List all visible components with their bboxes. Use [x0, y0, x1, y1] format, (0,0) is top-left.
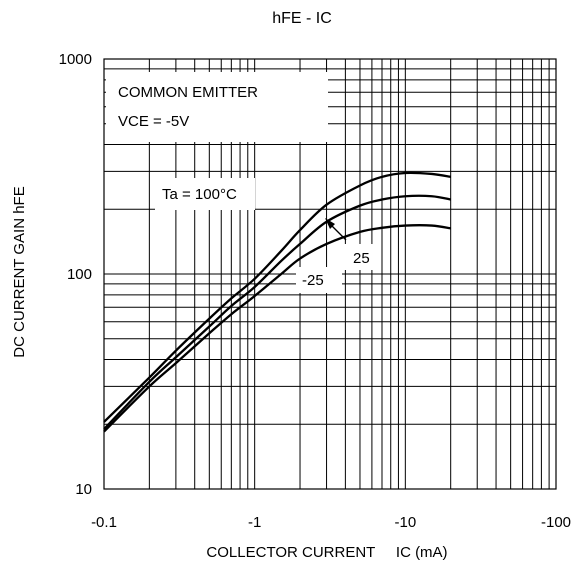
y-ticks: 10 100 1000 — [59, 51, 92, 498]
chart-title: hFE - IC — [272, 10, 332, 27]
condition-box-bg — [106, 72, 328, 142]
x-tick-label: -100 — [541, 514, 571, 531]
y-axis-label: DC CURRENT GAIN hFE — [11, 186, 28, 357]
y-tick-label: 100 — [67, 266, 92, 283]
x-tick-label: -0.1 — [91, 514, 117, 531]
x-ticks: -0.1 -1 -10 -100 — [91, 514, 571, 531]
ta-m25-label-bg — [296, 267, 342, 293]
series-line-1 — [103, 171, 451, 423]
curves — [103, 171, 451, 433]
ta-100-label-bg — [155, 178, 255, 210]
series-line-2 — [103, 194, 451, 430]
ta-m25-label: -25 — [302, 272, 324, 289]
ta-25-pointer-arrowhead — [325, 218, 335, 229]
condition-line-2: VCE = -5V — [118, 113, 189, 130]
ta-25-label-bg — [340, 244, 378, 270]
x-axis-label: COLLECTOR CURRENT IC (mA) — [206, 544, 447, 561]
ta-100-label: Ta = 100°C — [162, 186, 237, 203]
ta-25-label: 25 — [353, 250, 370, 267]
plot-frame — [103, 58, 557, 490]
series-line-3 — [103, 224, 451, 433]
y-tick-label: 1000 — [59, 51, 92, 68]
condition-line-1: COMMON EMITTER — [118, 84, 258, 101]
x-tick-label: -10 — [394, 514, 416, 531]
y-tick-label: 10 — [75, 481, 92, 498]
x-tick-label: -1 — [248, 514, 261, 531]
